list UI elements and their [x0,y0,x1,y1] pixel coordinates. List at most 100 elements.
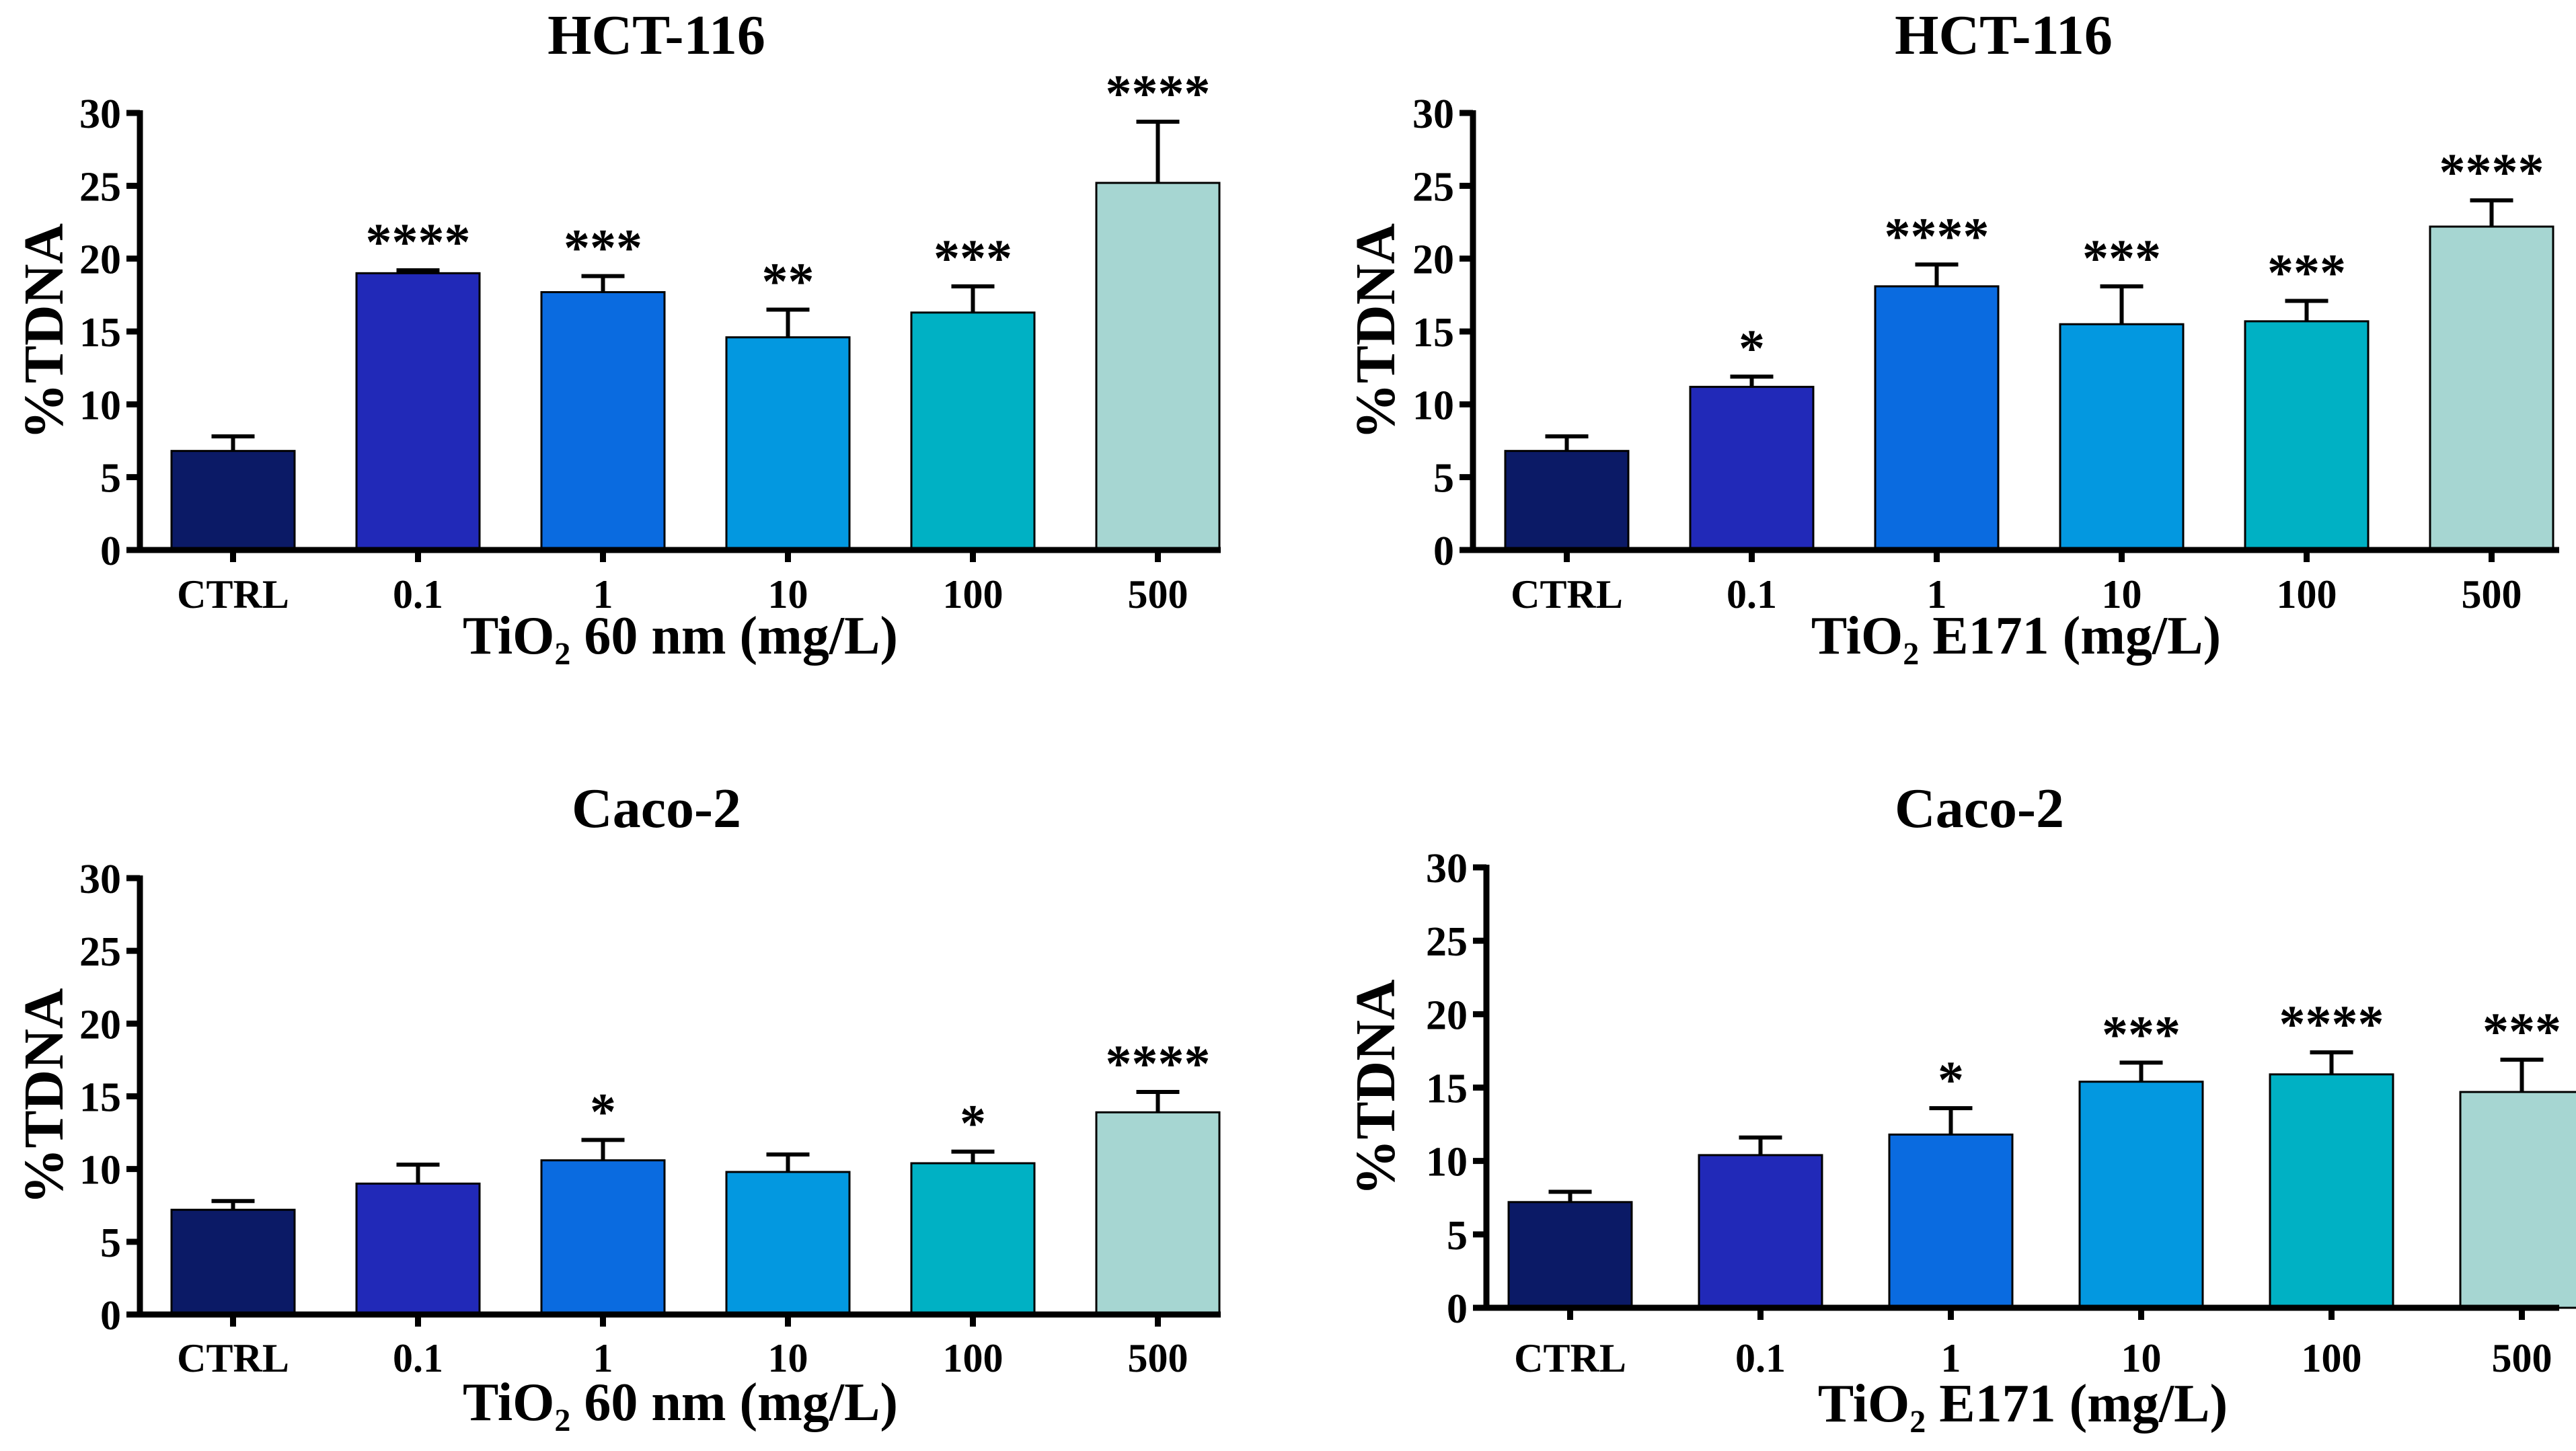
y-tick-label: 20 [1426,992,1468,1038]
error-bar [2470,198,2513,227]
bar [910,1162,1036,1316]
chart-hct116-60nm: HCT-116%TDNACTRL****0.1***1**10***100***… [13,4,1221,666]
significance-label: **** [2439,143,2544,201]
y-tick-label: 5 [100,456,121,502]
x-tick-label: 0.1 [393,1336,443,1380]
bar [170,450,296,551]
chart-title: HCT-116 [1895,4,2113,67]
bar [1507,1201,1633,1309]
bar [1689,385,1815,551]
y-tick-label: 0 [100,528,121,574]
x-tick-label: 100 [943,572,1003,617]
error-bar [1136,120,1180,183]
bar [2269,1073,2394,1309]
error-bar [211,1199,255,1210]
x-tick-label: 1 [593,572,613,617]
x-axis-label: TiO₂ E171 (mg/L) [1811,606,2221,666]
y-tick-label: 10 [79,383,121,428]
x-tick-label: 10 [2102,572,2142,617]
x-tick-label: 0.1 [1735,1336,1786,1380]
x-tick-label: 100 [2302,1336,2362,1380]
significance-label: * [960,1094,986,1152]
y-tick-label: 15 [79,310,121,356]
chart-caco2-e171: Caco-2 %TDNA CTRL 0.1 * 1 *** 10 **** 100 *** 500 0 5… [1344,777,2576,1434]
chart-hct116-e171: HCT-116%TDNACTRL*0.1****1***10***100****… [1344,4,2559,666]
x-axis-label: TiO₂ 60 nm (mg/L) [463,606,898,666]
bar [540,291,666,551]
error-bar [1929,1106,1973,1135]
error-bar [396,1163,440,1184]
bar [1874,285,2000,551]
x-tick-label: 10 [768,572,808,617]
error-bar [2119,1060,2163,1082]
y-axis-label: %TDNA [13,988,75,1204]
x-tick-label: CTRL [1511,572,1623,617]
chart-title: Caco-2 [572,777,741,840]
x-tick-label: CTRL [177,1336,289,1380]
error-bar [1545,434,1589,451]
y-tick-label: 15 [79,1075,121,1121]
significance-label: *** [2102,1005,2181,1063]
bar [2244,320,2370,551]
y-tick-label: 10 [1412,383,1454,428]
x-axis-label: TiO₂ 60 nm (mg/L) [463,1373,898,1432]
y-tick-label: 20 [1412,237,1454,283]
bar [2078,1081,2204,1309]
y-axis-label: %TDNA [13,223,75,440]
significance-label: *** [934,229,1012,287]
error-bar [2100,284,2144,325]
bar [355,1182,481,1316]
y-tick-label: 25 [1426,919,1468,965]
y-tick-label: 30 [79,91,121,137]
error-bar [211,434,255,451]
bar [1095,1111,1221,1316]
significance-label: **** [1106,64,1211,122]
x-tick-label: CTRL [177,572,289,617]
bar [1698,1154,1823,1309]
axes [1483,865,2559,1311]
x-tick-label: 500 [1128,1336,1188,1380]
significance-label: ** [762,252,815,311]
significance-label: **** [2279,994,2384,1053]
significance-label: *** [564,219,642,277]
bar [2059,323,2185,551]
y-tick-label: 10 [79,1148,121,1193]
x-tick-label: CTRL [1514,1336,1626,1380]
y-tick-label: 10 [1426,1140,1468,1185]
y-tick-label: 15 [1426,1066,1468,1112]
y-tick-label: 30 [1426,846,1468,892]
significance-label: *** [2267,243,2346,302]
bar [2459,1091,2576,1309]
y-tick-label: 0 [100,1293,121,1339]
axes [1470,110,2559,553]
bar [2429,225,2554,551]
x-tick-label: 1 [1941,1336,1961,1380]
chart-title: Caco-2 [1895,777,2064,840]
error-bar [1730,375,1774,387]
x-axis-label: TiO₂ E171 (mg/L) [1818,1374,2228,1434]
x-tick-label: 100 [2277,572,2337,617]
error-bar [1915,262,1959,286]
error-bar [766,1152,810,1172]
axes [137,875,1221,1318]
x-tick-label: 500 [2492,1336,2552,1380]
y-tick-label: 30 [79,857,121,902]
error-bar [2285,299,2328,321]
error-bar [766,307,810,338]
bar [170,1208,296,1316]
bar [355,272,481,551]
y-tick-label: 0 [1433,528,1454,574]
error-bar [951,284,995,313]
significance-label: **** [366,212,471,271]
chart-title: HCT-116 [547,4,765,67]
error-bar [1548,1189,1592,1202]
y-tick-label: 20 [79,237,121,283]
significance-label: * [590,1082,616,1140]
significance-label: *** [2082,229,2161,287]
y-tick-label: 25 [1412,164,1454,210]
bar [1888,1133,2014,1309]
significance-label: * [1938,1050,1964,1109]
significance-label: * [1739,319,1765,377]
y-tick-label: 5 [100,1220,121,1266]
error-bar [396,268,440,274]
